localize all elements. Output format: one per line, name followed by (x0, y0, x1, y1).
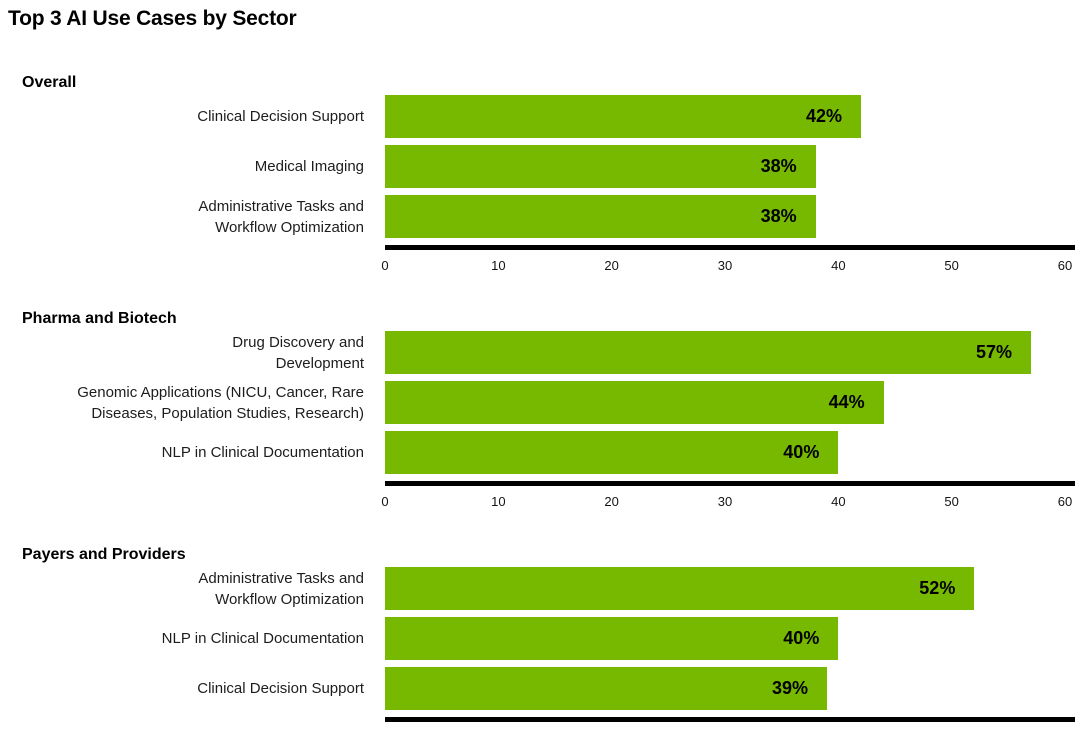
x-tick: 0 (381, 730, 388, 732)
x-axis-ticks: 0 10 20 30 40 50 60 (381, 730, 1072, 732)
value-label: 40% (783, 628, 820, 648)
plot-area: 40% (385, 617, 1065, 660)
group-header-overall: Overall (22, 74, 77, 91)
x-tick: 60 (1058, 730, 1072, 732)
plot-area: 52% (385, 567, 1065, 610)
x-axis-ticks: 0 10 20 30 40 50 60 (381, 258, 1072, 274)
plot-area: 57% (385, 331, 1065, 374)
bar: 38% (385, 195, 816, 238)
bar-row: NLP in Clinical Documentation 40% (0, 617, 1080, 660)
plot-area: 44% (385, 381, 1065, 424)
bar-row: Medical Imaging 38% (0, 145, 1080, 188)
plot-area: 40% (385, 431, 1065, 474)
bar: 40% (385, 617, 839, 660)
group-header-payers-providers: Payers and Providers (22, 546, 186, 563)
group-header-pharma-biotech: Pharma and Biotech (22, 310, 177, 327)
bar-row: Clinical Decision Support 42% (0, 95, 1080, 138)
plot-area: 38% (385, 195, 1065, 238)
x-tick: 40 (831, 730, 845, 732)
category-label: Drug Discovery and Development (232, 333, 364, 372)
bar-row: NLP in Clinical Documentation 40% (0, 431, 1080, 474)
bar: 52% (385, 567, 975, 610)
x-axis: 0 10 20 30 40 50 60 (381, 717, 1080, 732)
value-label: 52% (919, 578, 956, 598)
x-tick: 10 (491, 494, 506, 509)
x-tick: 50 (944, 258, 959, 273)
x-tick: 40 (831, 258, 846, 273)
x-tick: 60 (1057, 494, 1073, 509)
plot-area: 38% (385, 145, 1065, 188)
bar-row: Administrative Tasks and Workflow Optimi… (0, 195, 1080, 238)
chart-section-overall: Overall Clinical Decision Support 42% Me… (0, 73, 1080, 274)
bar: 39% (385, 667, 827, 710)
bar-row: Administrative Tasks and Workflow Optimi… (0, 567, 1080, 610)
x-axis-line (385, 245, 1075, 250)
plot-area: 42% (385, 95, 1065, 138)
x-axis: 0 10 20 30 40 50 60 (381, 481, 1080, 510)
x-tick: 20 (604, 494, 619, 509)
value-label: 42% (805, 106, 842, 126)
value-label: 44% (828, 392, 865, 412)
category-label: Clinical Decision Support (197, 680, 364, 697)
bar: 40% (385, 431, 839, 474)
category-label: Medical Imaging (254, 158, 364, 175)
page-title: Top 3 AI Use Cases by Sector (8, 7, 297, 30)
bar: 38% (385, 145, 816, 188)
x-tick: 0 (381, 494, 389, 509)
x-tick: 30 (718, 730, 732, 732)
value-label: 38% (760, 156, 797, 176)
bar: 44% (385, 381, 884, 424)
category-label: Clinical Decision Support (197, 108, 364, 125)
value-label: 38% (760, 206, 797, 226)
value-label: 57% (975, 342, 1012, 362)
x-tick: 10 (491, 730, 505, 732)
category-label: NLP in Clinical Documentation (161, 630, 364, 647)
bar-row: Genomic Applications (NICU, Cancer, Rare… (0, 381, 1080, 424)
category-label: NLP in Clinical Documentation (161, 444, 364, 461)
bar-row: Drug Discovery and Development 57% (0, 331, 1080, 374)
bar: 42% (385, 95, 861, 138)
bar-row: Clinical Decision Support 39% (0, 667, 1080, 710)
x-tick: 20 (604, 258, 619, 273)
plot-area: 39% (385, 667, 1065, 710)
x-axis-ticks: 0 10 20 30 40 50 60 (381, 494, 1072, 510)
chart-section-payers-providers: Payers and Providers Administrative Task… (0, 545, 1080, 732)
x-tick: 20 (604, 730, 618, 732)
category-label: Administrative Tasks and Workflow Optimi… (198, 569, 364, 608)
x-axis-line (385, 717, 1075, 722)
x-tick: 50 (944, 494, 959, 509)
bar: 57% (385, 331, 1031, 374)
value-label: 39% (771, 678, 808, 698)
x-tick: 0 (381, 258, 389, 273)
x-tick: 50 (944, 730, 958, 732)
x-axis: 0 10 20 30 40 50 60 (381, 245, 1080, 274)
x-axis-line (385, 481, 1075, 486)
category-label: Administrative Tasks and Workflow Optimi… (198, 197, 364, 236)
x-tick: 40 (831, 494, 846, 509)
x-tick: 30 (717, 258, 733, 273)
x-tick: 30 (717, 494, 733, 509)
chart-section-pharma-biotech: Pharma and Biotech Drug Discovery and De… (0, 309, 1080, 510)
x-tick: 10 (491, 258, 506, 273)
category-label: Genomic Applications (NICU, Cancer, Rare… (77, 383, 364, 422)
x-tick: 60 (1057, 258, 1073, 273)
value-label: 40% (783, 442, 820, 462)
